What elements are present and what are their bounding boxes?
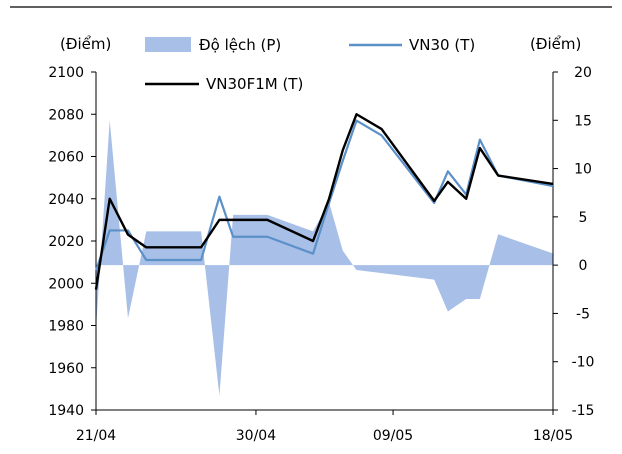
right-tick-label: -10 — [572, 355, 595, 371]
left-tick-label: 2040 — [48, 192, 84, 208]
x-tick-label: 18/05 — [533, 428, 573, 444]
left-tick-label: 1940 — [48, 403, 84, 419]
legend: Độ lệch (P) VN30 (T) VN30F1M (T) — [145, 36, 475, 93]
right-tick-label: 10 — [574, 162, 592, 178]
right-tick-label: -5 — [576, 306, 590, 322]
x-tick-label: 21/04 — [76, 428, 116, 444]
legend-label-vn30: VN30 (T) — [409, 36, 475, 54]
lines-layer — [94, 113, 554, 290]
left-axis-unit: (Điểm) — [60, 35, 111, 53]
right-axis-unit: (Điểm) — [530, 35, 581, 53]
right-tick-label: -15 — [572, 403, 595, 419]
left-tick-label: 2080 — [48, 107, 84, 123]
left-tick-label: 2000 — [48, 276, 84, 292]
right-tick-label: 20 — [574, 65, 592, 81]
right-tick-label: 15 — [574, 113, 592, 129]
right-tick-label: 0 — [579, 258, 588, 274]
deviation-area — [96, 120, 553, 396]
vn30-line — [94, 119, 554, 271]
left-tick-label: 2100 — [48, 65, 84, 81]
legend-swatch-deviation — [145, 37, 191, 52]
deviation-area-layer — [96, 120, 553, 396]
left-tick-label: 1980 — [48, 319, 84, 335]
vn30f1m-line — [94, 113, 554, 290]
left-tick-label: 1960 — [48, 361, 84, 377]
left-tick-label: 2020 — [48, 234, 84, 250]
x-tick-label: 30/04 — [236, 428, 276, 444]
axes-layer: 1940 1960 1980 2000 2020 2040 2060 2080 2100 -15 -… — [48, 65, 594, 444]
legend-label-deviation: Độ lệch (P) — [199, 36, 281, 54]
left-tick-label: 2060 — [48, 150, 84, 166]
legend-label-vn30f1m: VN30F1M (T) — [206, 75, 303, 93]
right-tick-label: 5 — [579, 210, 588, 226]
x-tick-label: 09/05 — [373, 428, 413, 444]
